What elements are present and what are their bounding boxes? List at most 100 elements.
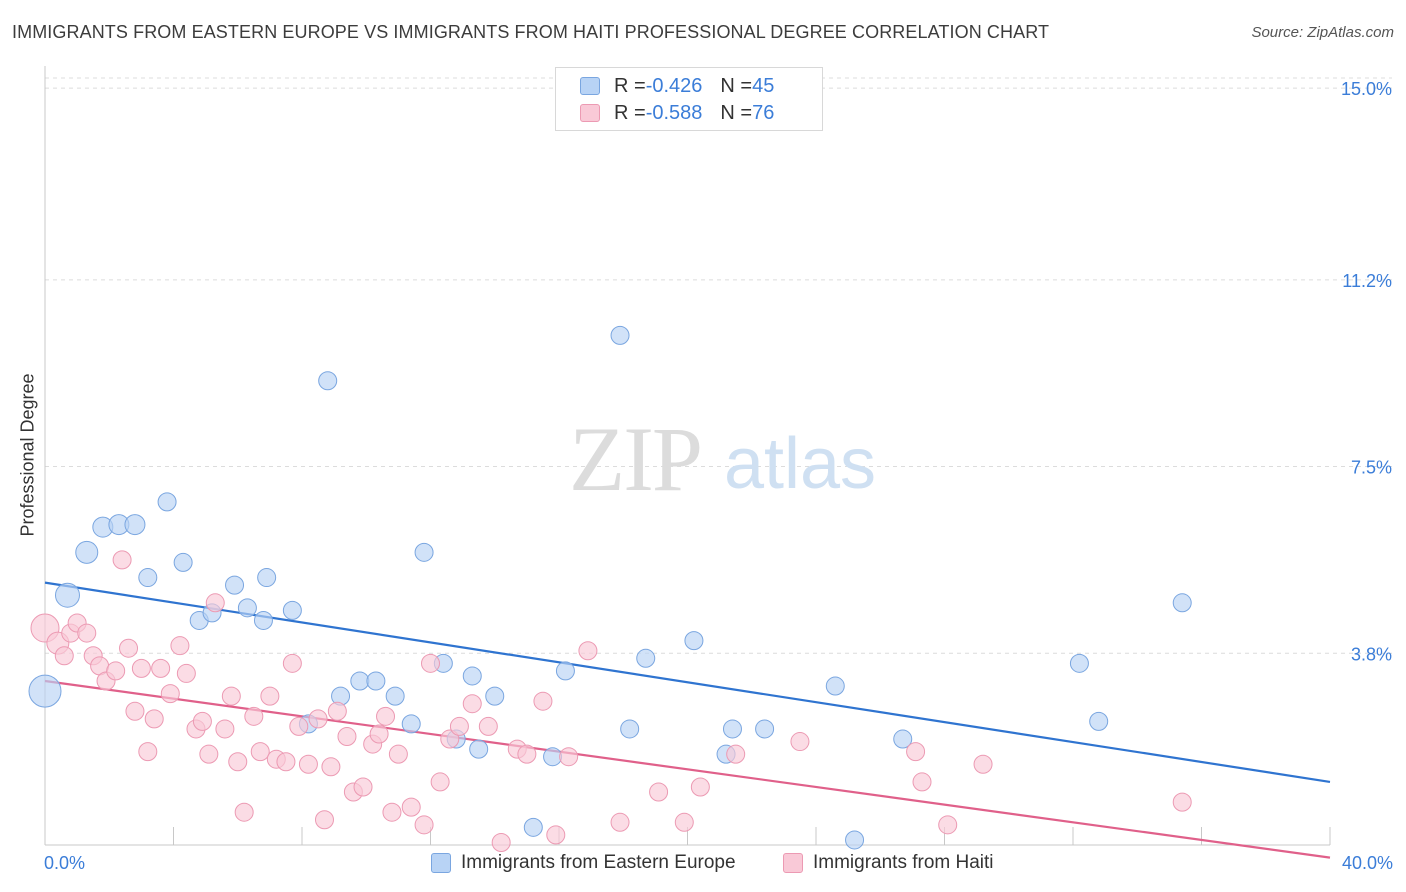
point-eastern-europe [1069,653,1089,673]
y-tick-label: 15.0% [1341,79,1392,99]
point-eastern-europe [610,325,630,345]
point-haiti [337,727,357,747]
watermark-zip: ZIP [569,408,701,510]
point-haiti [382,802,402,822]
legend-n-value: 76 [752,101,775,124]
point-haiti [462,694,482,714]
point-haiti [421,653,440,673]
point-haiti [170,636,190,656]
point-haiti [54,646,74,666]
point-haiti [973,754,993,774]
stats-legend: R = -0.426 N = 45 R = -0.588 N = 76 [555,67,823,131]
point-haiti [138,742,158,762]
point-haiti [106,661,126,681]
point-haiti [517,744,537,764]
point-haiti [388,744,408,764]
point-eastern-europe [414,542,434,562]
point-haiti [192,711,212,731]
point-haiti [906,742,926,762]
legend-r-label: R = [614,74,646,97]
y-tick-label: 3.8% [1351,644,1392,664]
point-eastern-europe [75,540,99,564]
legend-n-value: 45 [752,74,775,97]
point-haiti [151,658,171,678]
point-haiti [440,729,460,749]
point-haiti [244,706,264,726]
x-tick-label: 0.0% [44,853,85,873]
point-eastern-europe [825,676,845,696]
x-tick-labels: 0.0% 40.0% [44,853,1393,873]
point-haiti [260,686,280,706]
x-tick-label: 40.0% [1342,853,1393,873]
point-eastern-europe [385,686,405,706]
y-axis-label: Professional Degree [17,373,38,537]
bottom-legend-swatch-haiti [783,853,803,873]
point-eastern-europe [253,610,273,630]
point-eastern-europe [755,719,775,739]
point-eastern-europe [173,552,193,572]
trend-line-eastern-europe [44,581,1331,784]
point-eastern-europe [225,575,245,595]
legend-row-eastern-europe: R = -0.426 N = 45 [580,74,774,98]
point-haiti [401,797,421,817]
point-eastern-europe [555,661,575,681]
data-points [28,325,1192,852]
point-eastern-europe [462,666,482,686]
point-haiti [282,653,302,673]
point-haiti [414,815,434,835]
point-eastern-europe [1089,711,1109,731]
point-haiti [690,777,710,797]
point-haiti [674,812,694,832]
point-haiti [112,550,132,570]
point-haiti [327,701,347,721]
point-haiti [649,782,669,802]
point-eastern-europe [138,568,158,588]
bottom-legend-label: Immigrants from Haiti [813,852,994,873]
point-eastern-europe [350,671,370,691]
point-haiti [938,815,958,835]
point-eastern-europe [543,747,563,767]
point-haiti [533,691,553,711]
point-haiti [144,709,164,729]
point-eastern-europe [366,671,386,691]
point-eastern-europe [620,719,640,739]
point-haiti [912,772,932,792]
point-haiti [160,684,180,704]
point-haiti [276,752,296,772]
point-haiti [369,724,389,744]
point-haiti [119,638,139,658]
point-eastern-europe [469,739,489,759]
legend-swatch-eastern-europe [580,77,600,95]
legend-r-value: -0.588 [645,101,703,124]
point-haiti [205,593,225,613]
legend-n-label: N = [720,74,753,97]
grid-lines [45,77,1392,654]
point-eastern-europe [318,371,338,391]
bottom-legend-eastern-europe: Immigrants from Eastern Europe [431,852,736,874]
y-tick-label: 11.2% [1342,271,1392,291]
point-haiti [77,623,97,643]
chart-title: IMMIGRANTS FROM EASTERN EUROPE VS IMMIGR… [12,22,1050,42]
point-eastern-europe [401,714,421,734]
point-haiti [491,832,511,852]
point-haiti [376,706,396,726]
point-haiti [298,754,318,774]
point-eastern-europe [28,674,62,708]
point-haiti [250,742,270,762]
point-haiti [321,757,341,777]
point-haiti [314,810,334,830]
point-haiti [199,744,219,764]
point-eastern-europe [1172,593,1192,613]
point-eastern-europe [893,729,913,749]
point-haiti [449,716,469,736]
point-haiti [546,825,566,845]
point-eastern-europe [124,514,146,536]
point-eastern-europe [636,648,656,668]
point-eastern-europe [257,568,277,588]
point-haiti [125,701,145,721]
point-haiti [234,802,254,822]
point-haiti [228,752,248,772]
bottom-legend-label: Immigrants from Eastern Europe [461,852,736,873]
point-haiti [578,641,598,661]
